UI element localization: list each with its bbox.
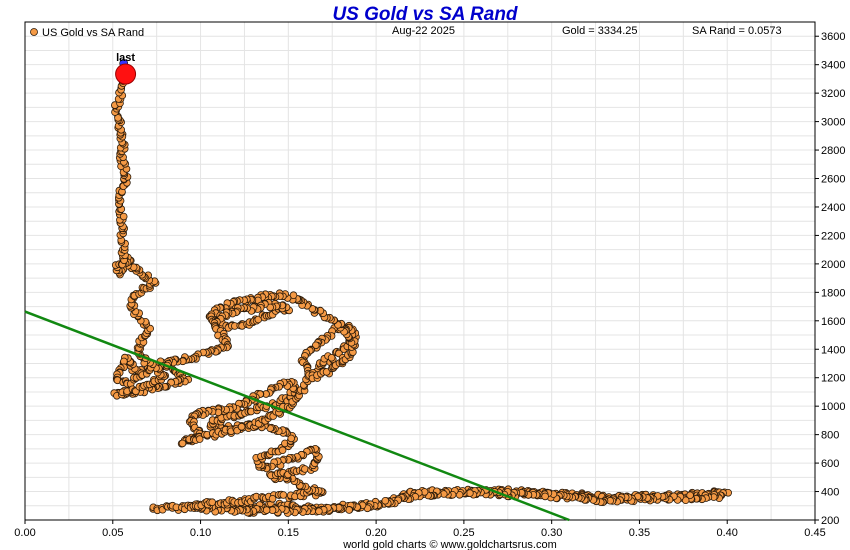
x-tick-label: 0.15: [278, 527, 299, 539]
data-point: [178, 439, 187, 448]
y-tick-label: 3000: [821, 117, 845, 129]
data-point: [208, 498, 217, 507]
x-tick-label: 0.05: [102, 527, 123, 539]
y-tick-label: 2800: [821, 145, 845, 157]
data-point: [119, 212, 128, 221]
data-point: [345, 506, 353, 514]
y-tick-label: 2000: [821, 259, 845, 271]
y-tick-label: 1000: [821, 401, 845, 413]
data-point: [266, 303, 275, 312]
x-tick-label: 0.00: [14, 527, 35, 539]
x-tick-label: 0.30: [541, 527, 562, 539]
chart-title: US Gold vs SA Rand: [332, 4, 517, 25]
y-tick-label: 3200: [821, 88, 845, 100]
data-point: [681, 496, 690, 505]
y-tick-label: 2600: [821, 174, 845, 186]
y-tick-label: 400: [821, 487, 839, 499]
data-point: [146, 324, 155, 333]
y-tick-label: 1800: [821, 287, 845, 299]
last-point-marker: [115, 63, 137, 85]
x-tick-label: 0.45: [804, 527, 825, 539]
last-point-label: last: [116, 52, 135, 64]
footer-credit: world gold charts © www.goldchartsrus.co…: [342, 539, 557, 550]
plot-frame: [24, 21, 816, 521]
date-readout: Aug-22 2025: [392, 25, 455, 37]
data-point: [301, 465, 309, 473]
gold-readout: Gold = 3334.25: [562, 25, 638, 37]
y-tick-label: 600: [821, 458, 839, 470]
y-tick-label: 1400: [821, 344, 845, 356]
data-points: [110, 70, 732, 518]
x-tick-label: 0.35: [629, 527, 650, 539]
y-tick-label: 2400: [821, 202, 845, 214]
y-tick-label: 2200: [821, 230, 845, 242]
data-point: [322, 368, 331, 376]
y-tick-label: 1200: [821, 373, 845, 385]
x-axis: 0.00 0.05 0.10 0.15 0.20 0.25 0.30 0.35 0.40 0.45: [14, 520, 826, 539]
data-point: [262, 506, 271, 514]
x-tick-label: 0.40: [717, 527, 738, 539]
data-point: [287, 434, 296, 443]
rand-readout: SA Rand = 0.0573: [692, 25, 782, 37]
x-tick-label: 0.25: [453, 527, 474, 539]
legend-label: US Gold vs SA Rand: [42, 27, 144, 39]
y-tick-label: 3600: [821, 31, 845, 43]
data-point: [381, 496, 390, 505]
x-tick-label: 0.20: [365, 527, 386, 539]
data-point: [278, 446, 287, 455]
y-tick-label: 800: [821, 430, 839, 442]
gridlines: [25, 22, 815, 520]
y-tick-label: 1600: [821, 316, 845, 328]
data-point: [237, 422, 246, 431]
data-point: [466, 489, 474, 497]
y-axis: 200 400 600 800 1000 1200 1400 1600 1800 2000 2200…: [815, 31, 845, 527]
y-tick-label: 3400: [821, 60, 845, 72]
data-point: [195, 435, 204, 443]
y-tick-label: 200: [821, 515, 839, 527]
data-point: [686, 491, 694, 500]
trend-line: [24, 310, 570, 522]
data-point: [268, 494, 277, 503]
x-tick-label: 0.10: [190, 527, 211, 539]
legend-swatch: [30, 28, 38, 36]
data-point: [279, 491, 288, 499]
data-point: [541, 492, 549, 501]
data-point: [327, 353, 336, 362]
